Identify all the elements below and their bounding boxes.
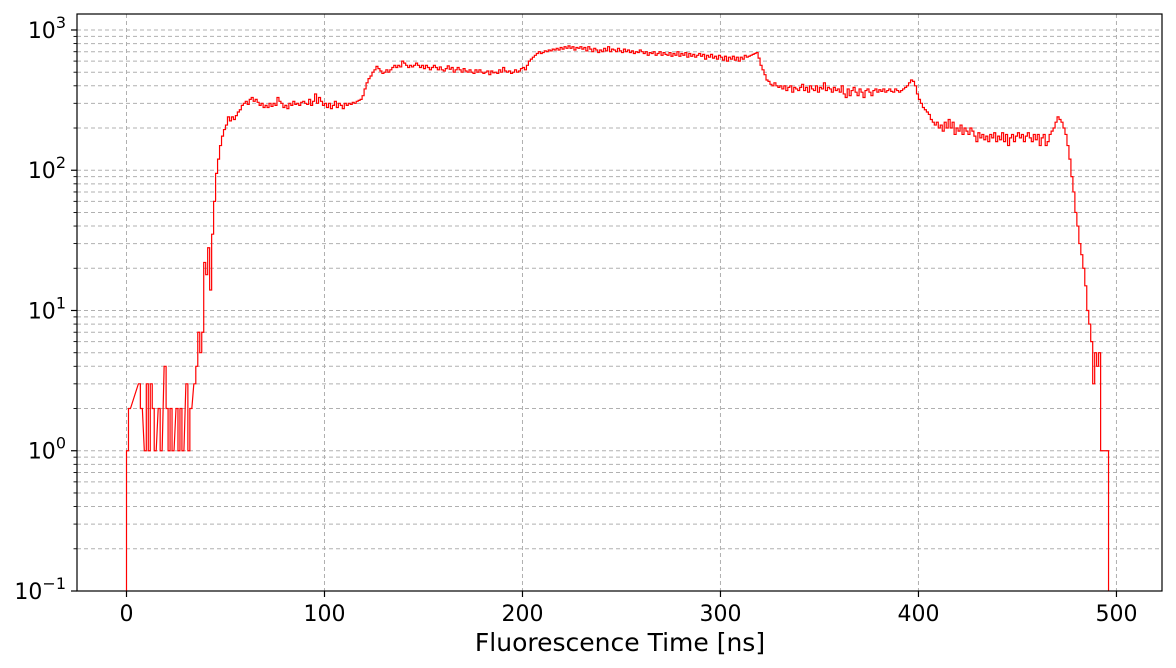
y-tick-label: 100 [28,434,66,465]
x-tick-label: 0 [119,602,133,627]
y-tick-label: 10−1 [14,574,66,605]
grid-lines [77,14,1162,592]
histogram-step-line [125,45,1110,591]
x-tick-label: 100 [303,602,345,627]
x-tick-label: 200 [501,602,543,627]
data-series [125,45,1110,591]
x-tick-label: 300 [699,602,741,627]
x-tick-label: 500 [1095,602,1137,627]
y-tick-label: 103 [28,13,66,44]
plot-frame [76,13,1163,592]
axis-ticks: 0 100 200 300 400 500 10−1 100 101 102 103 [14,13,1137,627]
y-tick-label: 102 [28,153,66,184]
y-tick-label: 101 [28,293,66,324]
x-axis-label: Fluorescence Time [ns] [475,628,765,657]
x-tick-label: 400 [897,602,939,627]
